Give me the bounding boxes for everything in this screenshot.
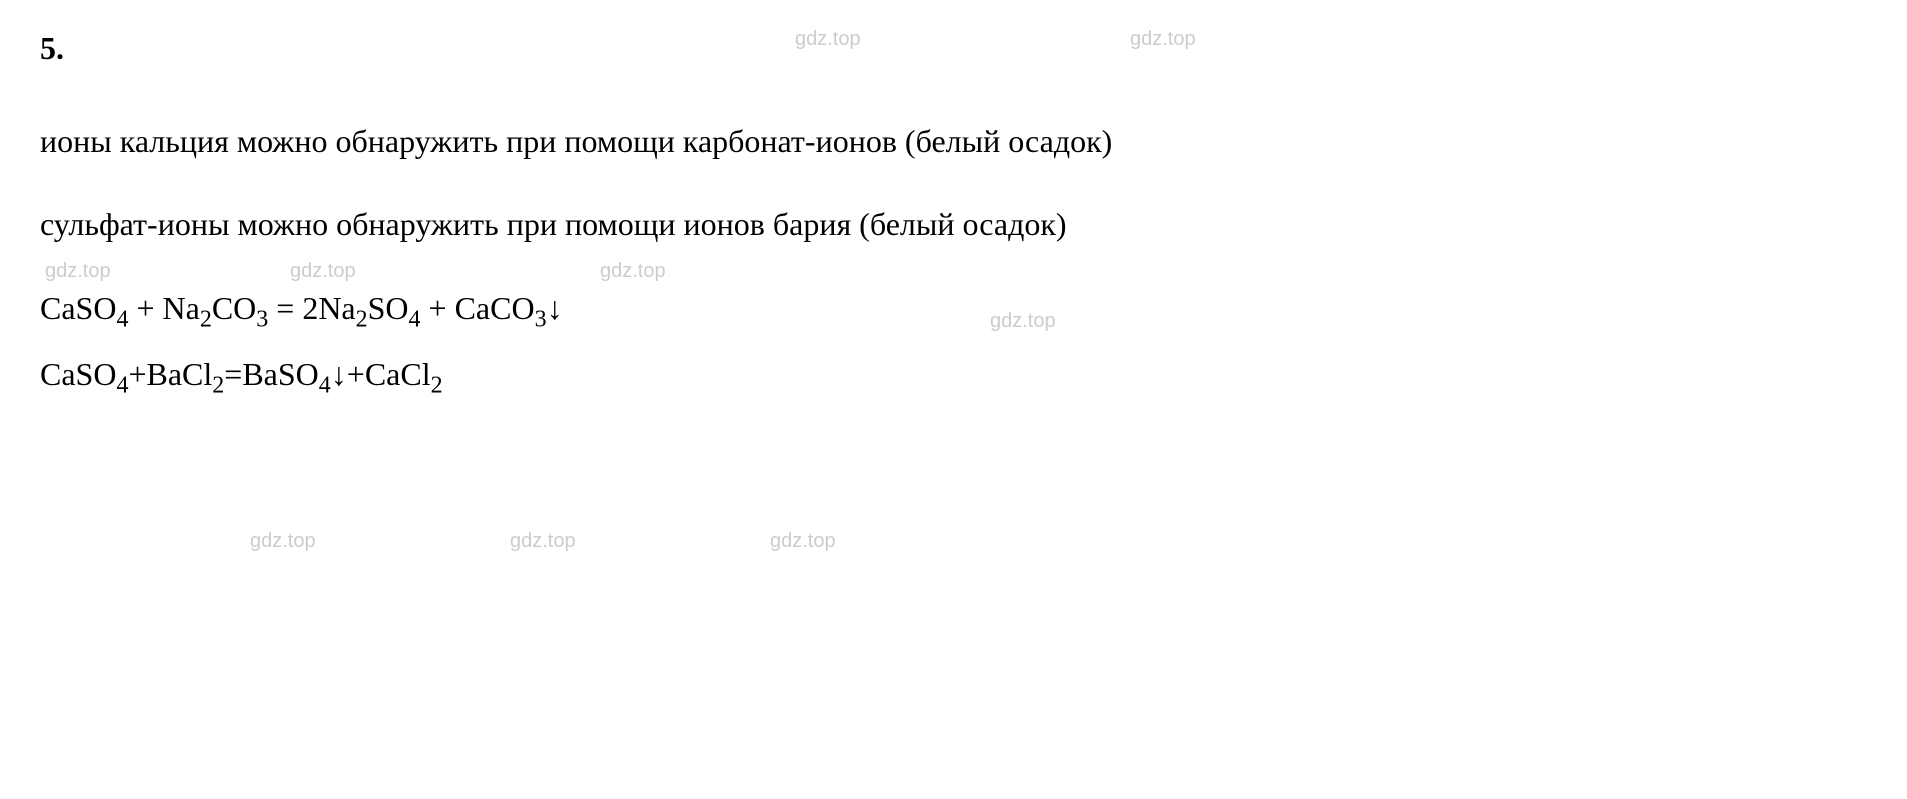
watermark: gdz.top <box>770 530 836 553</box>
eq1-p6: + CaCO <box>421 290 535 326</box>
paragraph-calcium-detection: ионы кальция можно обнаружить при помощи… <box>40 117 1867 165</box>
eq1-s4: 2 <box>356 306 368 332</box>
eq2-p2: +BaCl <box>128 356 212 392</box>
eq1-s5: 4 <box>409 306 421 332</box>
watermark: gdz.top <box>290 260 356 283</box>
paragraph-sulfate-detection: сульфат-ионы можно обнаружить при помощи… <box>40 200 1867 248</box>
watermark: gdz.top <box>510 530 576 553</box>
problem-number: 5. <box>40 30 1867 67</box>
eq1-p1: CaSO <box>40 290 116 326</box>
chemical-equation-1: CaSO4 + Na2CO3 = 2Na2SO4 + CaCO3↓ <box>40 283 1867 339</box>
eq1-s6: 3 <box>535 306 547 332</box>
chemical-equation-2: CaSO4+BaCl2=BaSO4↓+CaCl2 <box>40 349 1867 405</box>
eq1-p3: CO <box>212 290 256 326</box>
watermark: gdz.top <box>250 530 316 553</box>
eq2-p1: CaSO <box>40 356 116 392</box>
eq1-s2: 2 <box>200 306 212 332</box>
eq2-s4: 2 <box>431 372 443 398</box>
eq2-p3: =BaSO <box>224 356 319 392</box>
eq2-p4: ↓+CaCl <box>331 356 431 392</box>
watermark: gdz.top <box>45 260 111 283</box>
eq1-p4: = 2Na <box>268 290 355 326</box>
eq1-p7: ↓ <box>547 290 563 326</box>
eq2-s2: 2 <box>212 372 224 398</box>
eq2-s3: 4 <box>319 372 331 398</box>
eq1-p2: + Na <box>128 290 199 326</box>
eq1-s1: 4 <box>116 306 128 332</box>
eq1-s3: 3 <box>256 306 268 332</box>
eq1-p5: SO <box>368 290 409 326</box>
eq2-s1: 4 <box>116 372 128 398</box>
watermark: gdz.top <box>600 260 666 283</box>
